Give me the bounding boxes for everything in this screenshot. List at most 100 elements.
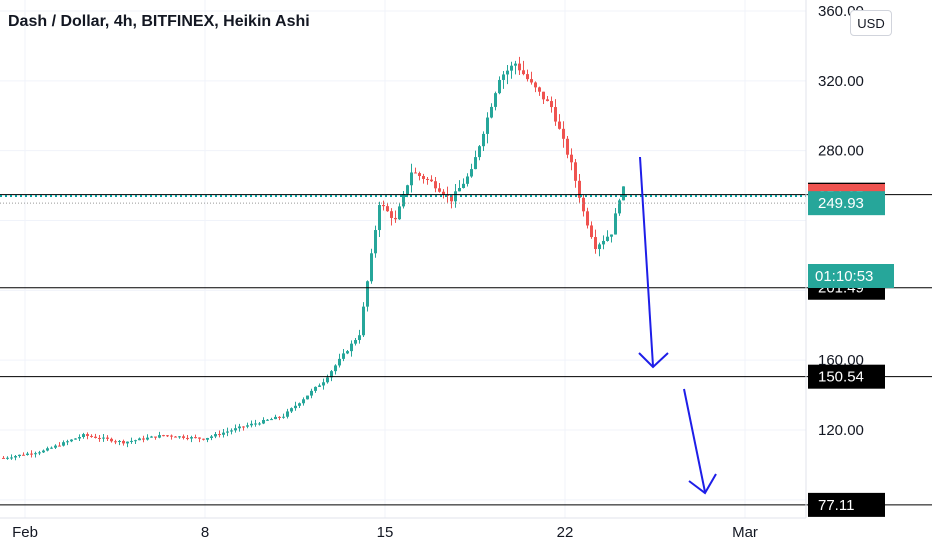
candle-body	[194, 437, 197, 439]
candle-body	[346, 351, 349, 354]
candle-body	[22, 454, 25, 456]
candle-body	[450, 195, 453, 202]
candle-body	[34, 453, 37, 455]
candle-body	[166, 435, 169, 437]
drawn-arrows[interactable]	[638, 156, 717, 495]
candle-body	[158, 435, 161, 438]
candle-body	[10, 457, 13, 459]
candle-body	[326, 377, 329, 383]
price-tag[interactable]: 77.11	[808, 492, 885, 517]
candle-body	[226, 431, 229, 433]
candle-body	[190, 437, 193, 439]
candle-body	[134, 440, 137, 442]
candle-body	[254, 423, 257, 425]
candle-body	[494, 93, 497, 107]
candle-body	[458, 187, 461, 192]
candle-body	[398, 206, 401, 220]
candle-body	[214, 434, 217, 437]
candle-body	[282, 416, 285, 418]
candle-body	[482, 133, 485, 147]
candle-body	[218, 434, 221, 436]
candle-body	[206, 437, 209, 440]
candle-body	[566, 138, 569, 155]
countdown-bg	[808, 264, 894, 288]
candle-body	[474, 157, 477, 170]
price-levels	[0, 194, 932, 506]
candle-body	[338, 358, 341, 366]
candle-body	[378, 205, 381, 231]
price-tag-bg	[808, 492, 885, 517]
y-tick-label: 280.00	[818, 143, 864, 160]
candle-body	[86, 434, 89, 436]
candle-body	[598, 244, 601, 250]
candle-body	[306, 395, 309, 400]
candles	[2, 56, 625, 461]
candle-body	[42, 450, 45, 453]
candle-body	[570, 154, 573, 163]
candle-body	[418, 173, 421, 177]
candle-body	[198, 437, 201, 439]
candle-body	[102, 437, 105, 439]
candle-body	[314, 386, 317, 391]
candle-body	[558, 121, 561, 129]
candle-body	[530, 79, 533, 83]
candle-body	[154, 436, 157, 438]
x-tick-label: 22	[557, 524, 574, 541]
candle-body	[446, 194, 449, 196]
candle-body	[98, 437, 101, 439]
candle-body	[354, 340, 357, 344]
price-tag-bg	[808, 191, 885, 216]
candle-body	[118, 440, 121, 442]
candle-body	[262, 419, 265, 424]
candle-body	[170, 435, 173, 437]
candle-body	[270, 419, 273, 421]
candle-body	[594, 237, 597, 250]
candle-body	[82, 434, 85, 438]
candle-body	[610, 234, 613, 237]
candle-body	[438, 188, 441, 192]
candle-body	[290, 408, 293, 412]
x-tick-label: 8	[201, 524, 209, 541]
candle-body	[186, 437, 189, 439]
candle-body	[518, 63, 521, 71]
candle-body	[90, 435, 93, 437]
countdown-tag: 01:10:53	[808, 264, 894, 288]
candle-body	[274, 416, 277, 420]
candle-body	[502, 74, 505, 80]
candle-body	[46, 448, 49, 451]
candle-body	[18, 454, 21, 457]
chart-title: Dash / Dollar, 4h, BITFINEX, Heikin Ashi	[8, 13, 310, 30]
price-tag[interactable]: 150.54	[808, 364, 885, 389]
candle-body	[310, 390, 313, 396]
candle-body	[246, 425, 249, 427]
candle-body	[538, 87, 541, 92]
candle-body	[490, 106, 493, 118]
candle-body	[298, 403, 301, 406]
price-tag[interactable]: 249.93	[808, 191, 885, 216]
candle-body	[382, 205, 385, 207]
arrow-1-head	[638, 352, 669, 369]
candle-body	[230, 430, 233, 432]
candle-body	[222, 432, 225, 435]
candle-body	[66, 441, 69, 443]
currency-button[interactable]: USD	[850, 10, 892, 36]
candle-body	[238, 426, 241, 429]
candle-body	[478, 146, 481, 158]
candle-body	[54, 445, 57, 448]
candle-body	[2, 457, 5, 459]
candle-body	[106, 437, 109, 439]
candle-body	[30, 453, 33, 455]
candle-body	[130, 440, 133, 442]
candle-body	[126, 441, 129, 444]
candle-body	[506, 70, 509, 75]
candle-body	[142, 438, 145, 440]
candle-body	[62, 442, 65, 446]
x-tick-label: 15	[377, 524, 394, 541]
candle-body	[174, 436, 177, 438]
candle-body	[334, 365, 337, 372]
candle-body	[406, 185, 409, 194]
candle-body	[606, 236, 609, 241]
x-tick-label: Feb	[12, 524, 38, 541]
